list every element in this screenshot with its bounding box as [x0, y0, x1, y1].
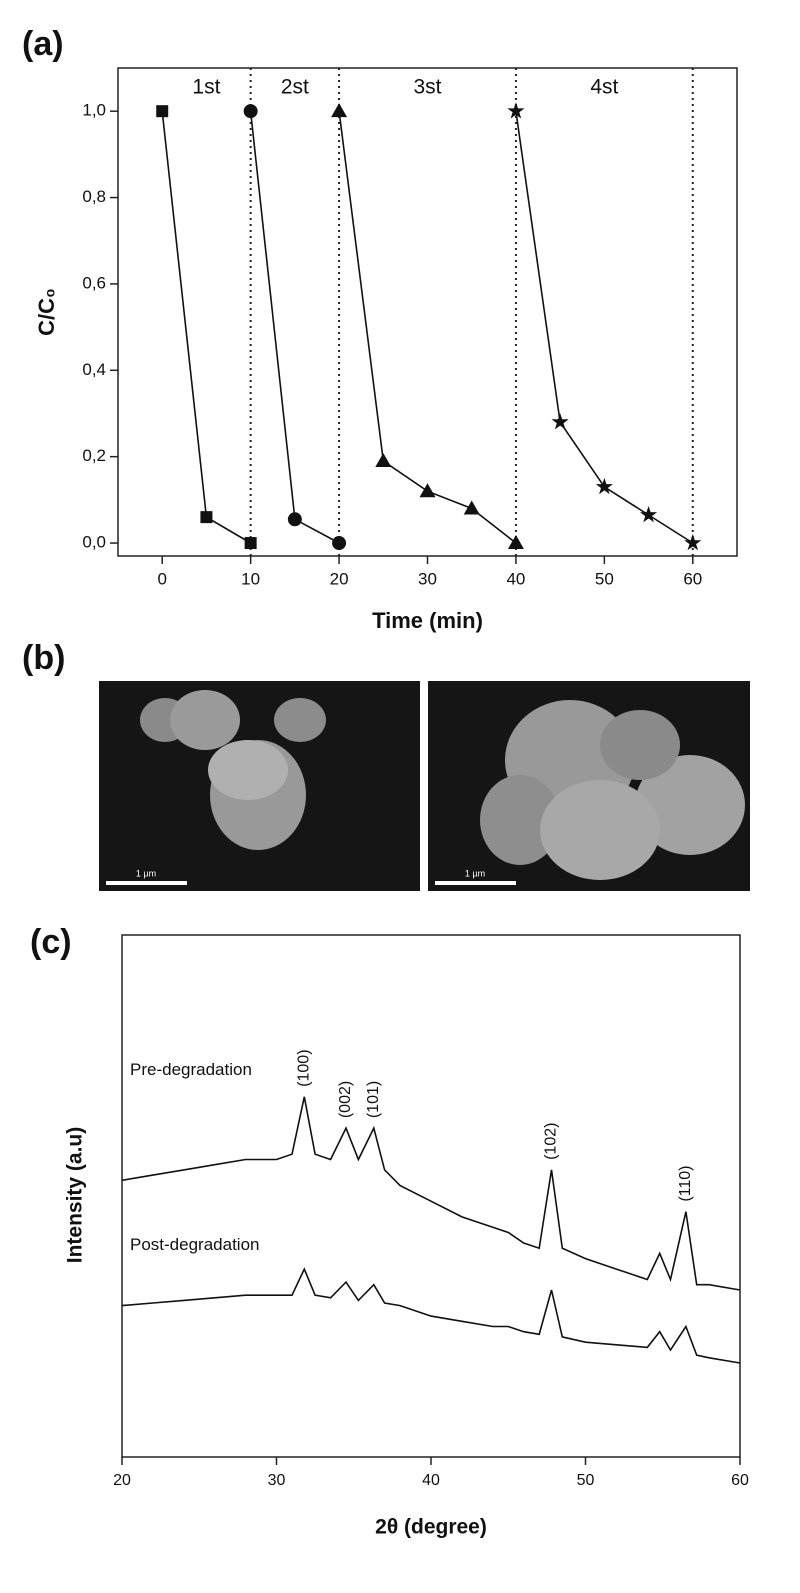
scale-label: 1 µm [136, 868, 156, 878]
x-tick-label: 40 [506, 569, 525, 588]
data-line [249, 111, 340, 544]
marker [507, 535, 524, 550]
data-line [338, 111, 517, 544]
x-axis-title: Time (min) [372, 608, 483, 633]
marker [332, 536, 347, 551]
marker [507, 102, 525, 119]
marker [156, 105, 169, 118]
x-tick-label: 30 [418, 569, 437, 588]
cycle-label: 1st [192, 76, 220, 99]
y-tick-label: 0,6 [82, 273, 106, 292]
marker [640, 506, 658, 523]
x-tick-label: 40 [422, 1472, 440, 1489]
plot-frame [117, 67, 738, 557]
x-tick-label: 30 [268, 1472, 286, 1489]
marker [287, 512, 302, 527]
panel-label: (b) [22, 639, 65, 677]
y-tick-label: 0,8 [82, 187, 106, 206]
x-tick-label: 20 [330, 569, 349, 588]
marker [331, 103, 348, 118]
x-tick-label: 50 [577, 1472, 595, 1489]
marker [375, 452, 392, 467]
x-tick-label: 60 [683, 569, 702, 588]
x-tick-label: 10 [241, 569, 260, 588]
x-axis-title: 2θ (degree) [375, 1516, 487, 1539]
marker [684, 534, 702, 551]
x-tick-label: 60 [731, 1472, 749, 1489]
plot-frame [121, 934, 741, 1458]
y-axis-title: Intensity (a.u) [64, 1127, 87, 1264]
y-tick-label: 0,4 [82, 360, 106, 379]
peak-label: (100) [296, 1049, 313, 1086]
data-line [161, 111, 252, 544]
x-tick-label: 20 [113, 1472, 131, 1489]
peak-label: (002) [337, 1081, 354, 1118]
y-tick-label: 0,2 [82, 446, 106, 465]
series-label: Pre-degradation [130, 1060, 252, 1079]
x-tick-label: 0 [157, 569, 166, 588]
y-tick-label: 0,0 [82, 533, 106, 552]
marker [463, 500, 480, 515]
panel-label: (a) [22, 25, 64, 63]
cycle-label: 4st [590, 76, 618, 99]
cycle-label: 3st [413, 76, 441, 99]
data-line [121, 1267, 741, 1364]
data-line [121, 1096, 741, 1291]
marker [243, 104, 258, 119]
series-label: Post-degradation [130, 1235, 259, 1254]
x-tick-label: 50 [595, 569, 614, 588]
marker [200, 511, 213, 524]
marker [595, 477, 613, 495]
y-tick-label: 1,0 [82, 101, 106, 120]
cycle-label: 2st [281, 76, 309, 99]
marker [419, 483, 436, 498]
panel-label: (c) [30, 923, 72, 961]
peak-label: (102) [543, 1123, 560, 1160]
marker [551, 413, 569, 430]
peak-label: (110) [677, 1165, 694, 1201]
peak-label: (101) [365, 1081, 382, 1118]
sem-image: 1 µm [428, 681, 750, 891]
scale-label: 1 µm [465, 868, 485, 878]
marker [244, 537, 257, 550]
y-axis-title: C/C₀ [34, 288, 59, 336]
sem-image: 1 µm [99, 681, 420, 891]
